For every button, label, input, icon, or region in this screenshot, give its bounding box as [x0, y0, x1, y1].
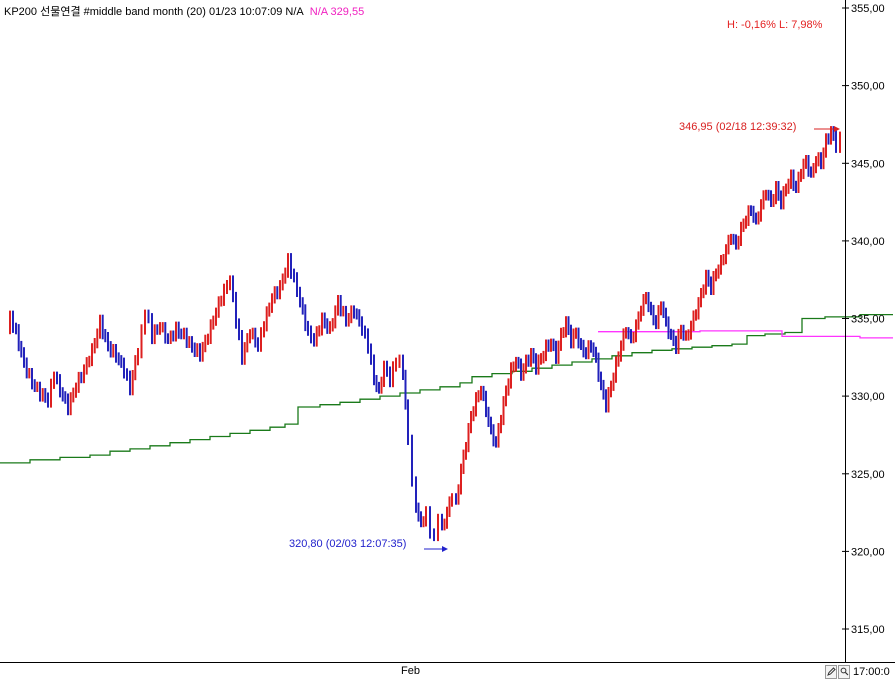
band-prev-month-line	[0, 313, 893, 464]
low-annotation-arrowhead	[442, 546, 448, 552]
chart-title: KP200 선물연결 #middle band month (20) 01/23…	[4, 6, 304, 18]
pencil-icon[interactable]	[825, 664, 837, 679]
chart-header: KP200 선물연결 #middle band month (20) 01/23…	[4, 3, 364, 19]
low-annotation-label: 320,80 (02/03 12:07:35)	[289, 538, 407, 550]
y-axis-label: 350,00	[851, 81, 885, 93]
y-axis-label: 345,00	[851, 158, 885, 170]
zoom-icon[interactable]	[838, 664, 850, 679]
y-axis-label: 355,00	[851, 3, 885, 15]
magnifier-icon-glyph	[840, 667, 848, 676]
y-axis-label: 340,00	[851, 236, 885, 248]
y-axis-label: 335,00	[851, 314, 885, 326]
y-axis-label: 315,00	[851, 624, 885, 636]
high-annotation-arrowhead	[834, 126, 840, 132]
y-axis-label: 325,00	[851, 469, 885, 481]
band-current-month-line	[598, 330, 893, 339]
y-axis-label: 330,00	[851, 391, 885, 403]
high-annotation-label: 346,95 (02/18 12:39:32)	[679, 121, 797, 133]
high-low-stats: H: -0,16% L: 7,98%	[727, 19, 823, 31]
candlestick-series	[9, 126, 841, 542]
chart-title-value: N/A 329,55	[309, 6, 365, 18]
x-axis-label-feb: Feb	[401, 665, 420, 677]
y-axis-label: 320,00	[851, 546, 885, 558]
corner-time-label: 17:00:0	[853, 665, 890, 678]
bottom-right-toolbar: 17:00:0	[825, 663, 890, 680]
y-axis: 355,00 350,00 345,00 340,00 335,00 330,00 325,…	[842, 3, 885, 636]
pencil-icon-glyph	[826, 667, 836, 676]
